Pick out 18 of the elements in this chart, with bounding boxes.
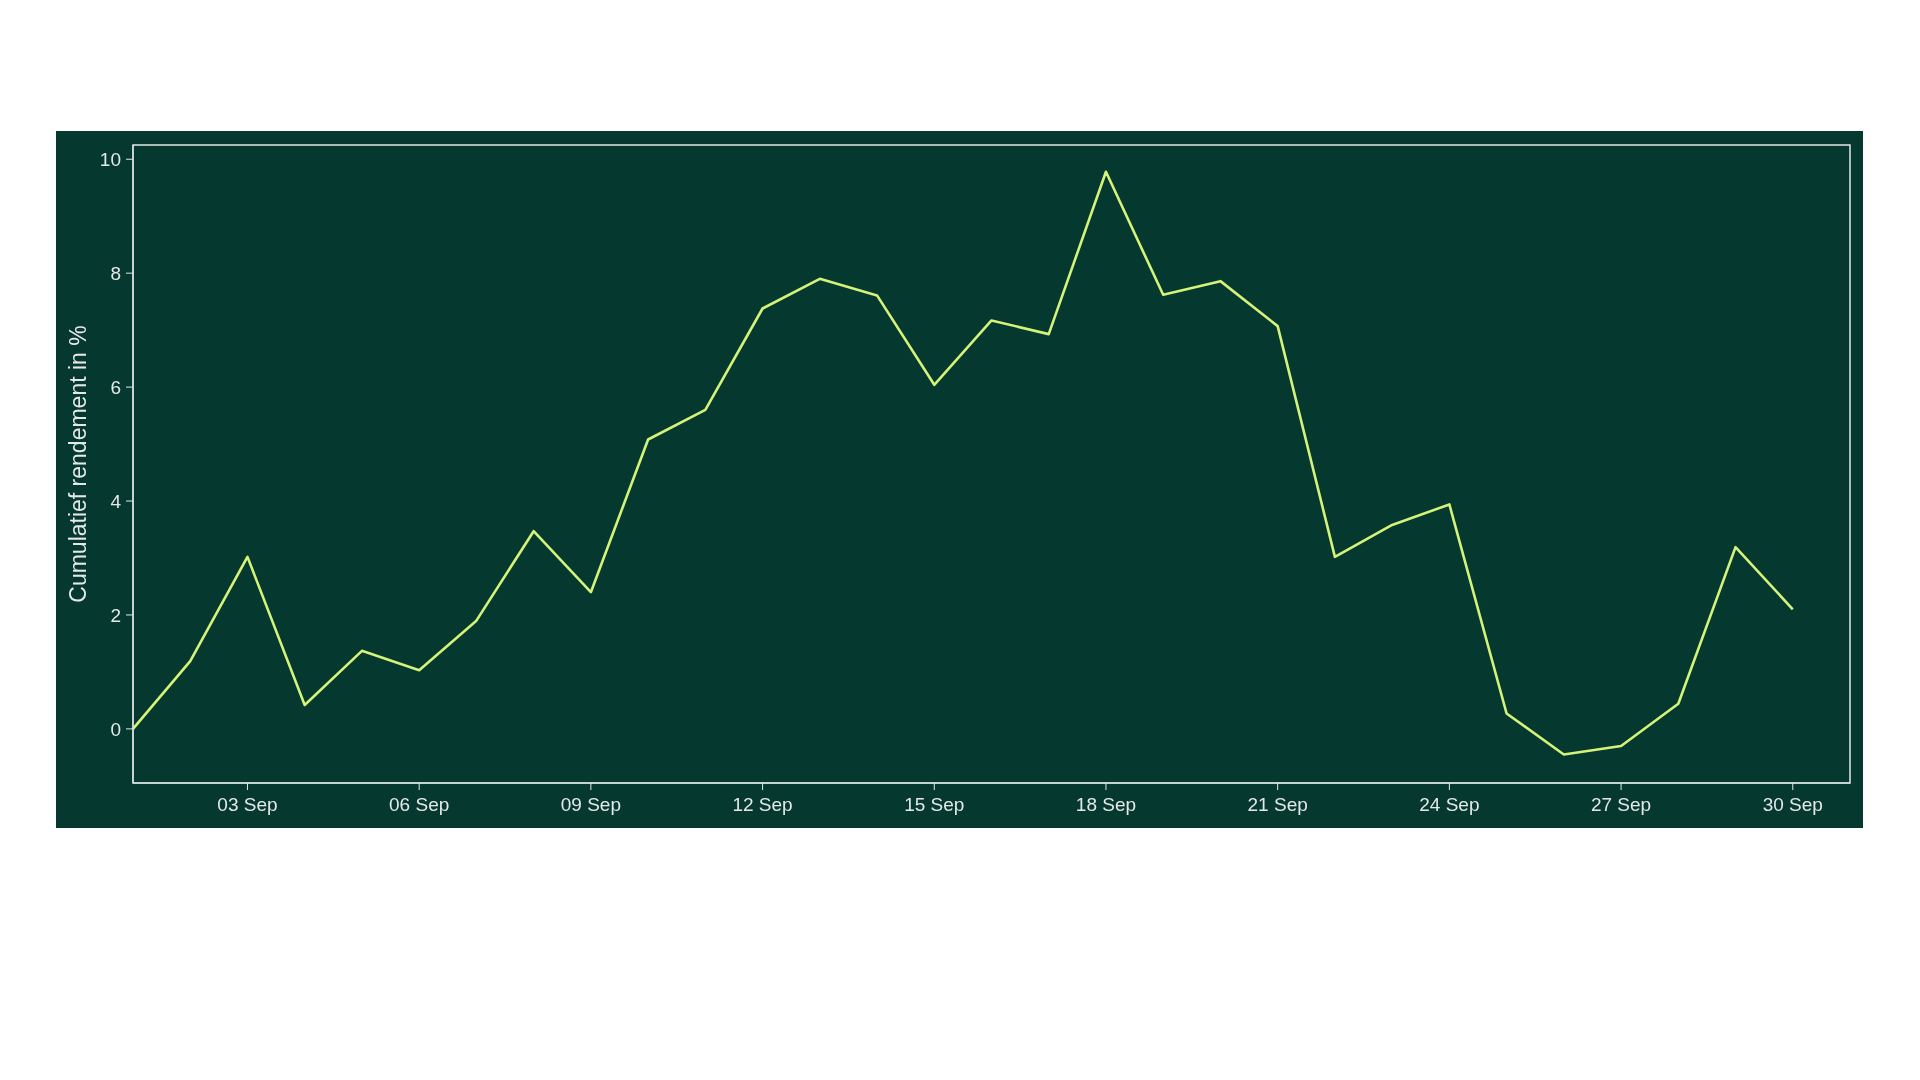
x-tick-label: 27 Sep [1590,794,1652,816]
x-tick-label: 24 Sep [1419,794,1480,816]
line-series [133,170,1795,756]
y-tick-label: 8 [110,262,121,284]
y-tick-label: 6 [110,376,121,398]
x-tick-label: 30 Sep [1762,794,1823,816]
y-tick-label: 10 [99,148,121,170]
y-axis-title: Cumulatief rendement in % [65,325,92,603]
x-tick-label: 18 Sep [1075,794,1137,816]
x-tick-label: 21 Sep [1247,794,1308,816]
x-tick-label: 15 Sep [904,794,965,816]
y-tick-label: 4 [110,490,122,512]
x-tick-label: 12 Sep [732,794,793,816]
x-tick-label: 03 Sep [217,794,278,816]
x-tick-label: 09 Sep [560,794,621,816]
y-tick-label: 0 [110,718,121,740]
y-tick-label: 2 [110,604,121,626]
x-tick-label: 06 Sep [389,794,450,816]
